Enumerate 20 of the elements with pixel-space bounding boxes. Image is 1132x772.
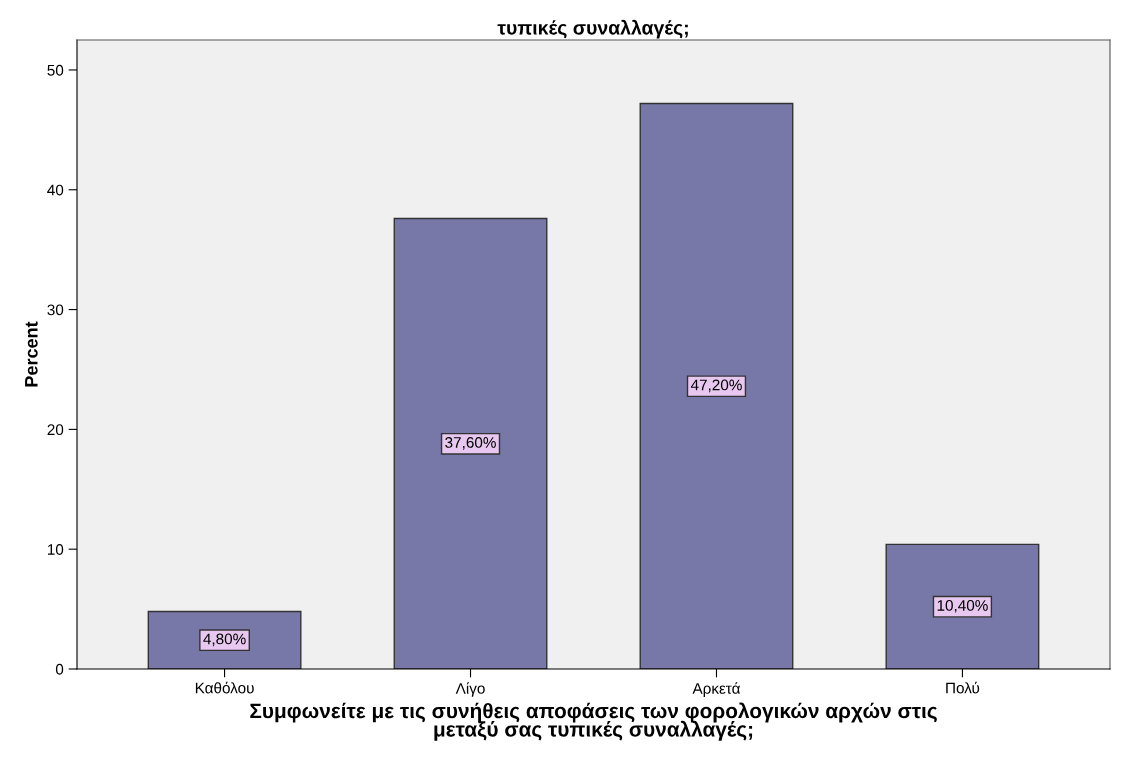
x-tick-label: Πολύ <box>946 681 980 694</box>
y-tick-label: 40 <box>47 184 64 196</box>
bar <box>885 543 1040 669</box>
bar <box>393 217 548 669</box>
x-tick-label: Καθόλου <box>195 681 254 694</box>
y-tick-label: 30 <box>47 304 64 316</box>
y-axis-title: Percent <box>25 321 38 387</box>
y-tick-label: 20 <box>47 424 64 436</box>
chart-title: τυπικές συναλλαγές; <box>497 19 688 39</box>
x-axis-title: Συμφωνείτε με τις συνήθεις αποφάσεις των φορολογικών αρχών στις μεταξύ σας τυπικές συναλλαγές; <box>250 702 937 741</box>
y-tick-label: 10 <box>47 544 64 555</box>
data-label: 10,40% <box>937 599 988 613</box>
x-tick-label: Αρκετά <box>692 682 741 697</box>
data-label: 4,80% <box>203 633 246 647</box>
data-label: 47,20% <box>690 379 742 393</box>
x-tick-label: Λίγο <box>455 682 485 697</box>
bar <box>639 102 794 669</box>
data-label: 37,60% <box>445 437 496 450</box>
y-tick-label: 0 <box>55 663 64 675</box>
y-tick-label: 50 <box>47 64 64 76</box>
